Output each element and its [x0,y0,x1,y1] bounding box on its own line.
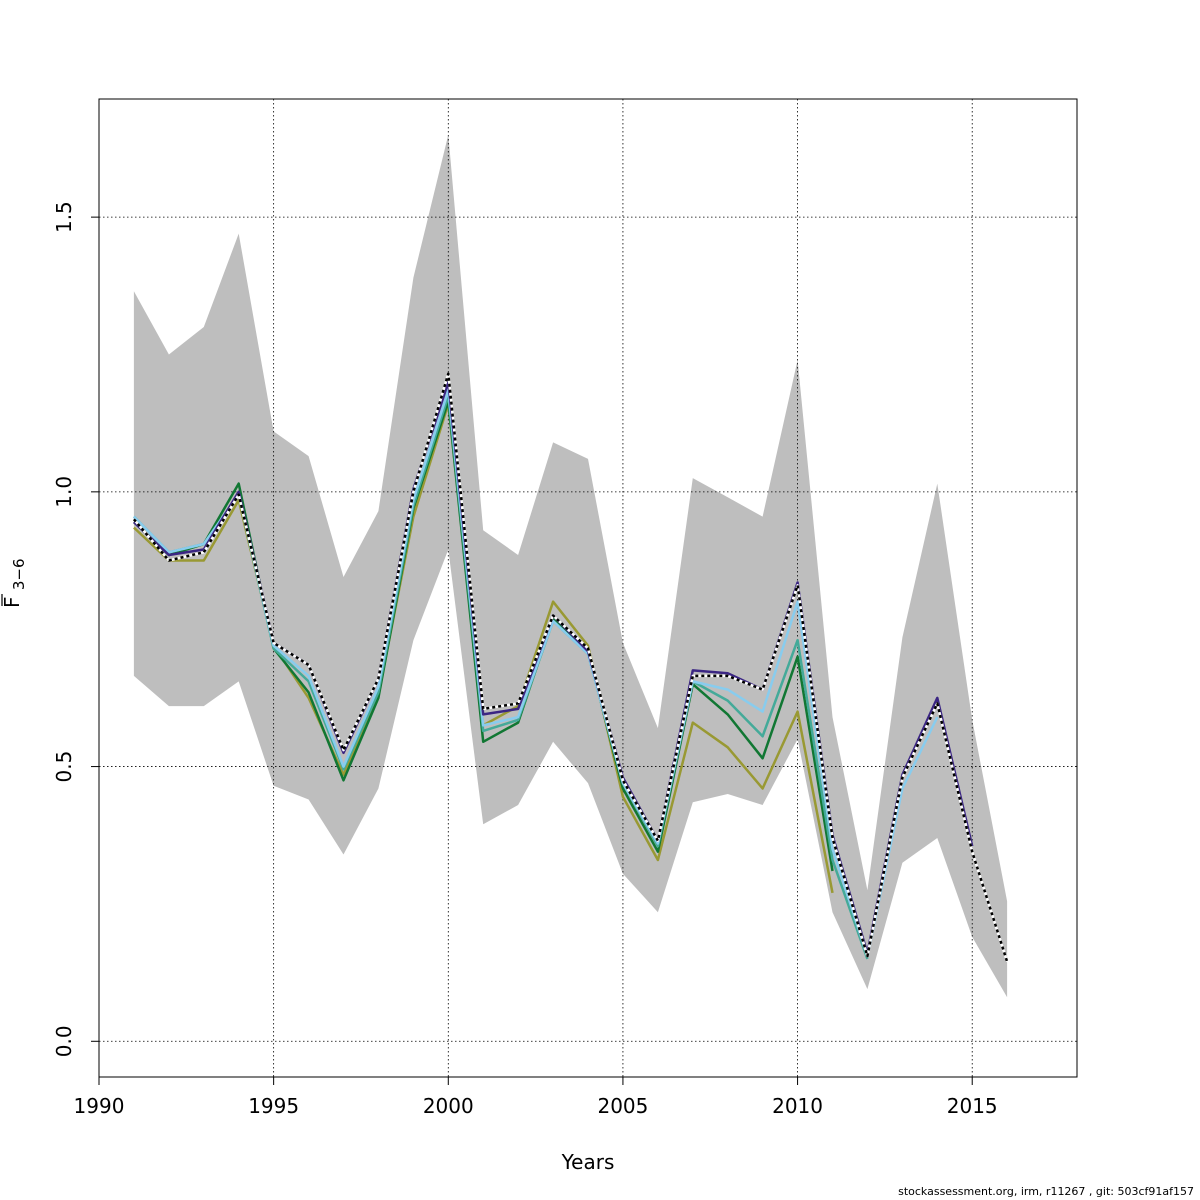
series-layer [132,372,1009,962]
y-axis-title-main: F [0,596,24,608]
footer-text: stockassessment.org, irm, r11267 , git: … [898,1185,1194,1198]
x-tick-label: 2005 [597,1094,648,1118]
x-tick-label: 1995 [248,1094,299,1118]
x-axis-title: Years [561,1150,615,1174]
x-tick-label: 2000 [423,1094,474,1118]
svg-text:F 3−6: F 3−6 [0,558,28,608]
y-axis: 0.0 0.5 1.0 1.5 [52,201,100,1057]
y-tick-label: 0.5 [52,751,76,783]
confidence-band-layer [133,134,1008,998]
y-tick-label: 1.0 [52,476,76,508]
x-axis: 1990 1995 2000 2005 2010 2015 [74,1076,998,1118]
y-axis-title-subscript: 3−6 [10,558,28,590]
x-tick-label: 2010 [772,1094,823,1118]
x-tick-label: 2015 [947,1094,998,1118]
y-tick-label: 0.0 [52,1025,76,1057]
x-tick-label: 1990 [74,1094,125,1118]
y-tick-label: 1.5 [52,201,76,233]
y-axis-title: F 3−6 [0,558,28,608]
series-line-dashed [132,372,1009,962]
confidence-band [133,134,1008,998]
